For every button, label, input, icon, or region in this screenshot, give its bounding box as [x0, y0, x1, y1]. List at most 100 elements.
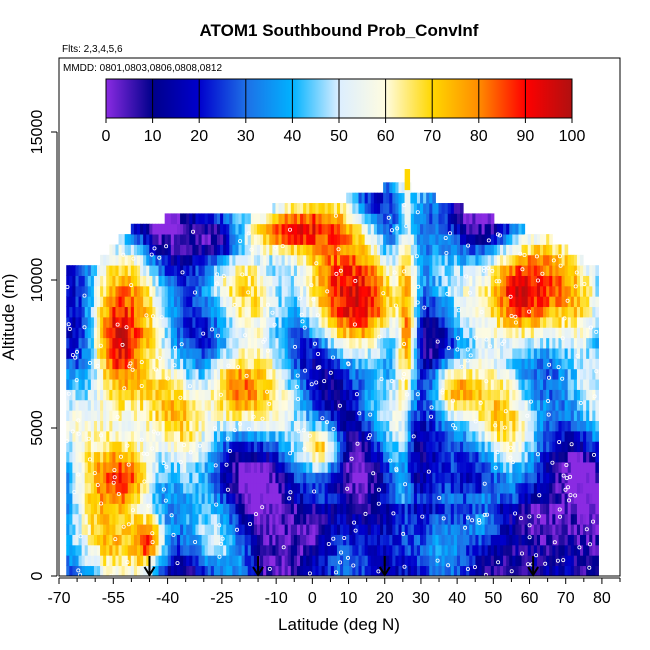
heatmap-cell [367, 317, 372, 328]
heatmap-cell [293, 275, 298, 287]
heatmap-cell [287, 399, 292, 411]
heatmap-cell [312, 223, 316, 235]
heatmap-cell [204, 348, 209, 359]
heatmap-cell [201, 275, 206, 287]
heatmap-cell [324, 524, 329, 535]
heatmap-cell [340, 420, 344, 432]
heatmap-cell [290, 213, 295, 225]
heatmap-cell [170, 420, 175, 432]
heatmap-cell [275, 482, 280, 494]
heatmap-cell [466, 410, 470, 421]
heatmap-cell [198, 296, 203, 308]
heatmap-cell [420, 493, 424, 504]
heatmap-cell [167, 389, 172, 401]
heatmap-cell [220, 482, 224, 494]
heatmap-cell [500, 482, 504, 494]
heatmap-cell [90, 399, 95, 411]
heatmap-cell [118, 317, 123, 328]
heatmap-cell [395, 399, 399, 411]
heatmap-cell [321, 472, 326, 484]
heatmap-cell [496, 368, 501, 380]
heatmap-cell [186, 503, 190, 515]
heatmap-cell [213, 430, 218, 442]
heatmap-cell [143, 379, 147, 390]
heatmap-cell [456, 296, 461, 308]
heatmap-cell [373, 410, 378, 421]
heatmap-cell [260, 223, 264, 235]
heatmap-cell [484, 275, 489, 287]
heatmap-cell [124, 275, 129, 287]
heatmap-cell [407, 410, 412, 421]
heatmap-cell [423, 358, 427, 370]
heatmap-cell [395, 265, 399, 276]
heatmap-cell [115, 244, 120, 256]
heatmap-cell [133, 524, 138, 535]
heatmap-cell [340, 462, 344, 473]
heatmap-cell [97, 358, 101, 370]
heatmap-cell [389, 296, 393, 308]
heatmap-cell [401, 430, 406, 442]
heatmap-cell [380, 493, 384, 504]
heatmap-cell [327, 213, 332, 225]
heatmap-cell [453, 462, 458, 473]
heatmap-cell [210, 430, 215, 442]
heatmap-cell [370, 348, 375, 359]
heatmap-cell [398, 389, 403, 401]
heatmap-cell [207, 379, 212, 390]
heatmap-cell [69, 555, 73, 567]
heatmap-cell [115, 306, 120, 318]
heatmap-cell [487, 493, 492, 504]
heatmap-cell [146, 534, 150, 546]
heatmap-cell [413, 379, 418, 390]
heatmap-cell [321, 223, 326, 235]
heatmap-cell [143, 327, 147, 339]
heatmap-cell [155, 534, 160, 546]
heatmap-cell [106, 513, 110, 525]
heatmap-cell [330, 544, 335, 556]
heatmap-cell [420, 399, 424, 411]
heatmap-cell [198, 534, 203, 546]
heatmap-cell [423, 213, 427, 225]
heatmap-cell [247, 555, 252, 567]
heatmap-cell [284, 296, 289, 308]
heatmap-cell [137, 265, 141, 276]
heatmap-cell [432, 451, 436, 463]
heatmap-cell [423, 223, 427, 235]
heatmap-cell [287, 482, 292, 494]
heatmap-cell [407, 441, 412, 453]
heatmap-cell [460, 379, 464, 390]
heatmap-cell [496, 534, 501, 546]
heatmap-cell [278, 389, 283, 401]
heatmap-cell [103, 317, 107, 328]
heatmap-cell [170, 379, 175, 390]
heatmap-cell [484, 441, 489, 453]
heatmap-cell [475, 296, 479, 308]
heatmap-cell [361, 441, 366, 453]
heatmap-cell [275, 410, 280, 421]
heatmap-cell [398, 379, 403, 390]
heatmap-cell [493, 223, 498, 235]
heatmap-cell [84, 327, 89, 339]
heatmap-cell [250, 544, 255, 556]
heatmap-cell [503, 410, 507, 421]
heatmap-cell [321, 524, 326, 535]
heatmap-cell [287, 275, 292, 287]
heatmap-cell [321, 399, 326, 411]
heatmap-cell [201, 430, 206, 442]
heatmap-cell [90, 555, 95, 567]
heatmap-cell [269, 524, 273, 535]
heatmap-cell [229, 379, 233, 390]
heatmap-cell [220, 544, 224, 556]
heatmap-cell [432, 482, 436, 494]
heatmap-cell [260, 254, 264, 266]
heatmap-cell [235, 275, 240, 287]
heatmap-cell [352, 306, 356, 318]
heatmap-cell [90, 285, 95, 297]
heatmap-cell [75, 513, 80, 525]
heatmap-cell [149, 451, 153, 463]
heatmap-cell [278, 265, 283, 276]
heatmap-cell [413, 503, 418, 515]
heatmap-cell [355, 472, 360, 484]
heatmap-cell [201, 368, 206, 380]
heatmap-cell [364, 451, 369, 463]
